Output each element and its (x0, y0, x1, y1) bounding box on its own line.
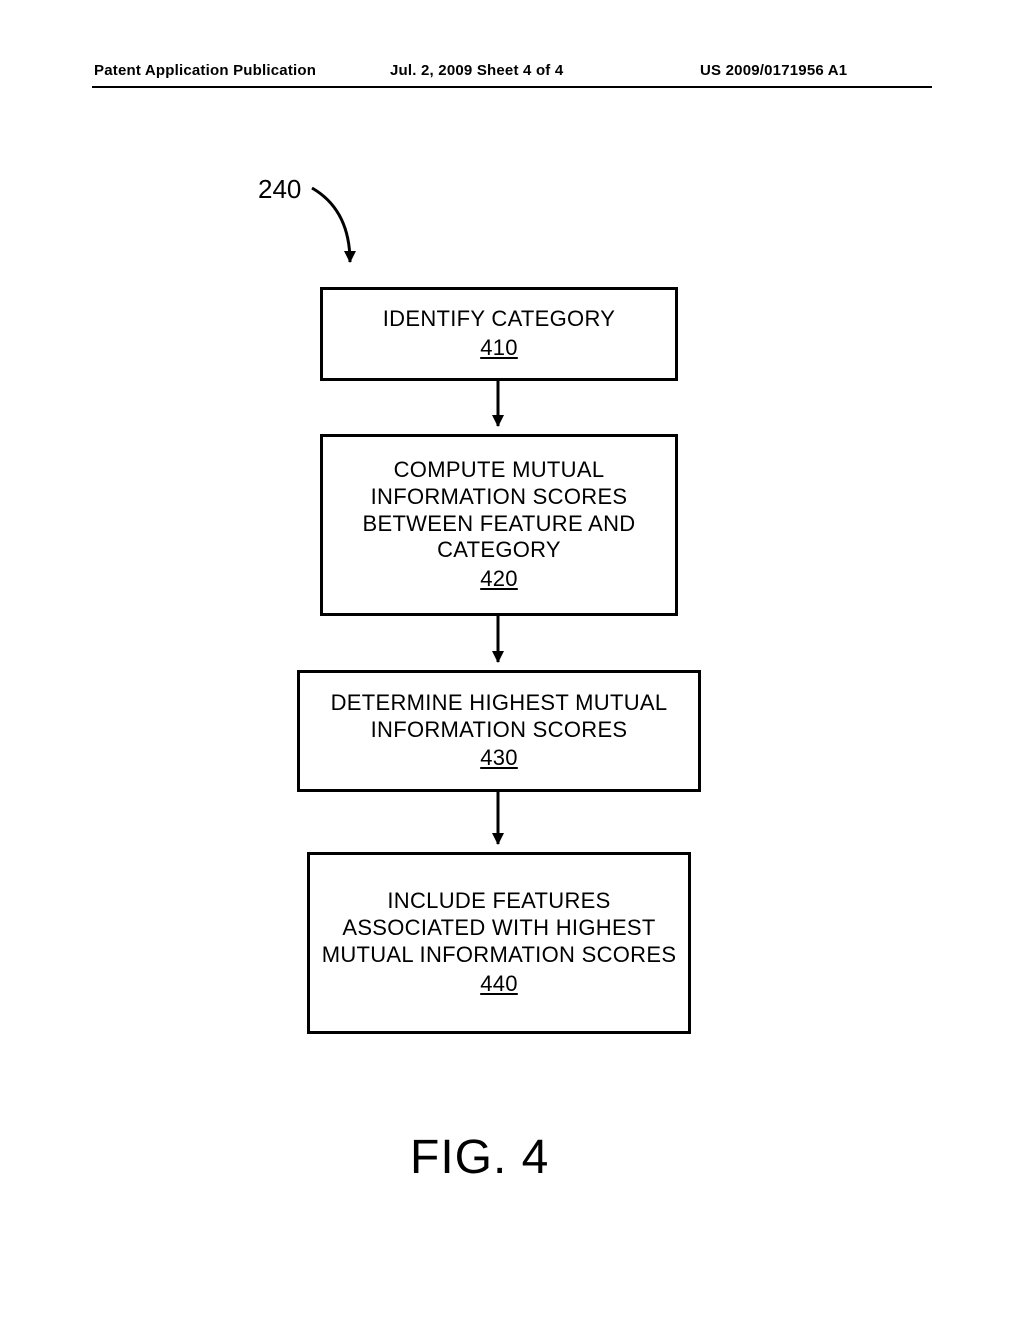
header-right: US 2009/0171956 A1 (700, 62, 847, 79)
flow-node-410: IDENTIFY CATEGORY 410 (320, 287, 678, 381)
flow-node-label: DETERMINE HIGHEST MUTUAL INFORMATION SCO… (310, 690, 688, 744)
figure-label: FIG. 4 (410, 1130, 549, 1185)
flow-node-number: 410 (480, 335, 518, 362)
flow-node-number: 420 (480, 566, 518, 593)
header-left: Patent Application Publication (94, 62, 316, 79)
header-rule (92, 86, 932, 88)
flow-node-number: 440 (480, 971, 518, 998)
flow-node-420: COMPUTE MUTUAL INFORMATION SCORES BETWEE… (320, 434, 678, 616)
flow-node-430: DETERMINE HIGHEST MUTUAL INFORMATION SCO… (297, 670, 701, 792)
header-mid: Jul. 2, 2009 Sheet 4 of 4 (390, 62, 563, 79)
flow-node-label: INCLUDE FEATURES ASSOCIATED WITH HIGHEST… (320, 888, 678, 968)
reference-number: 240 (258, 174, 301, 205)
flow-node-label: COMPUTE MUTUAL INFORMATION SCORES BETWEE… (333, 457, 665, 564)
page: Patent Application Publication Jul. 2, 2… (0, 0, 1024, 1320)
flow-node-440: INCLUDE FEATURES ASSOCIATED WITH HIGHEST… (307, 852, 691, 1034)
arrows-svg (0, 0, 1024, 1320)
ref-pointer-arrow (312, 188, 350, 262)
flow-node-label: IDENTIFY CATEGORY (383, 306, 615, 333)
flow-node-number: 430 (480, 745, 518, 772)
